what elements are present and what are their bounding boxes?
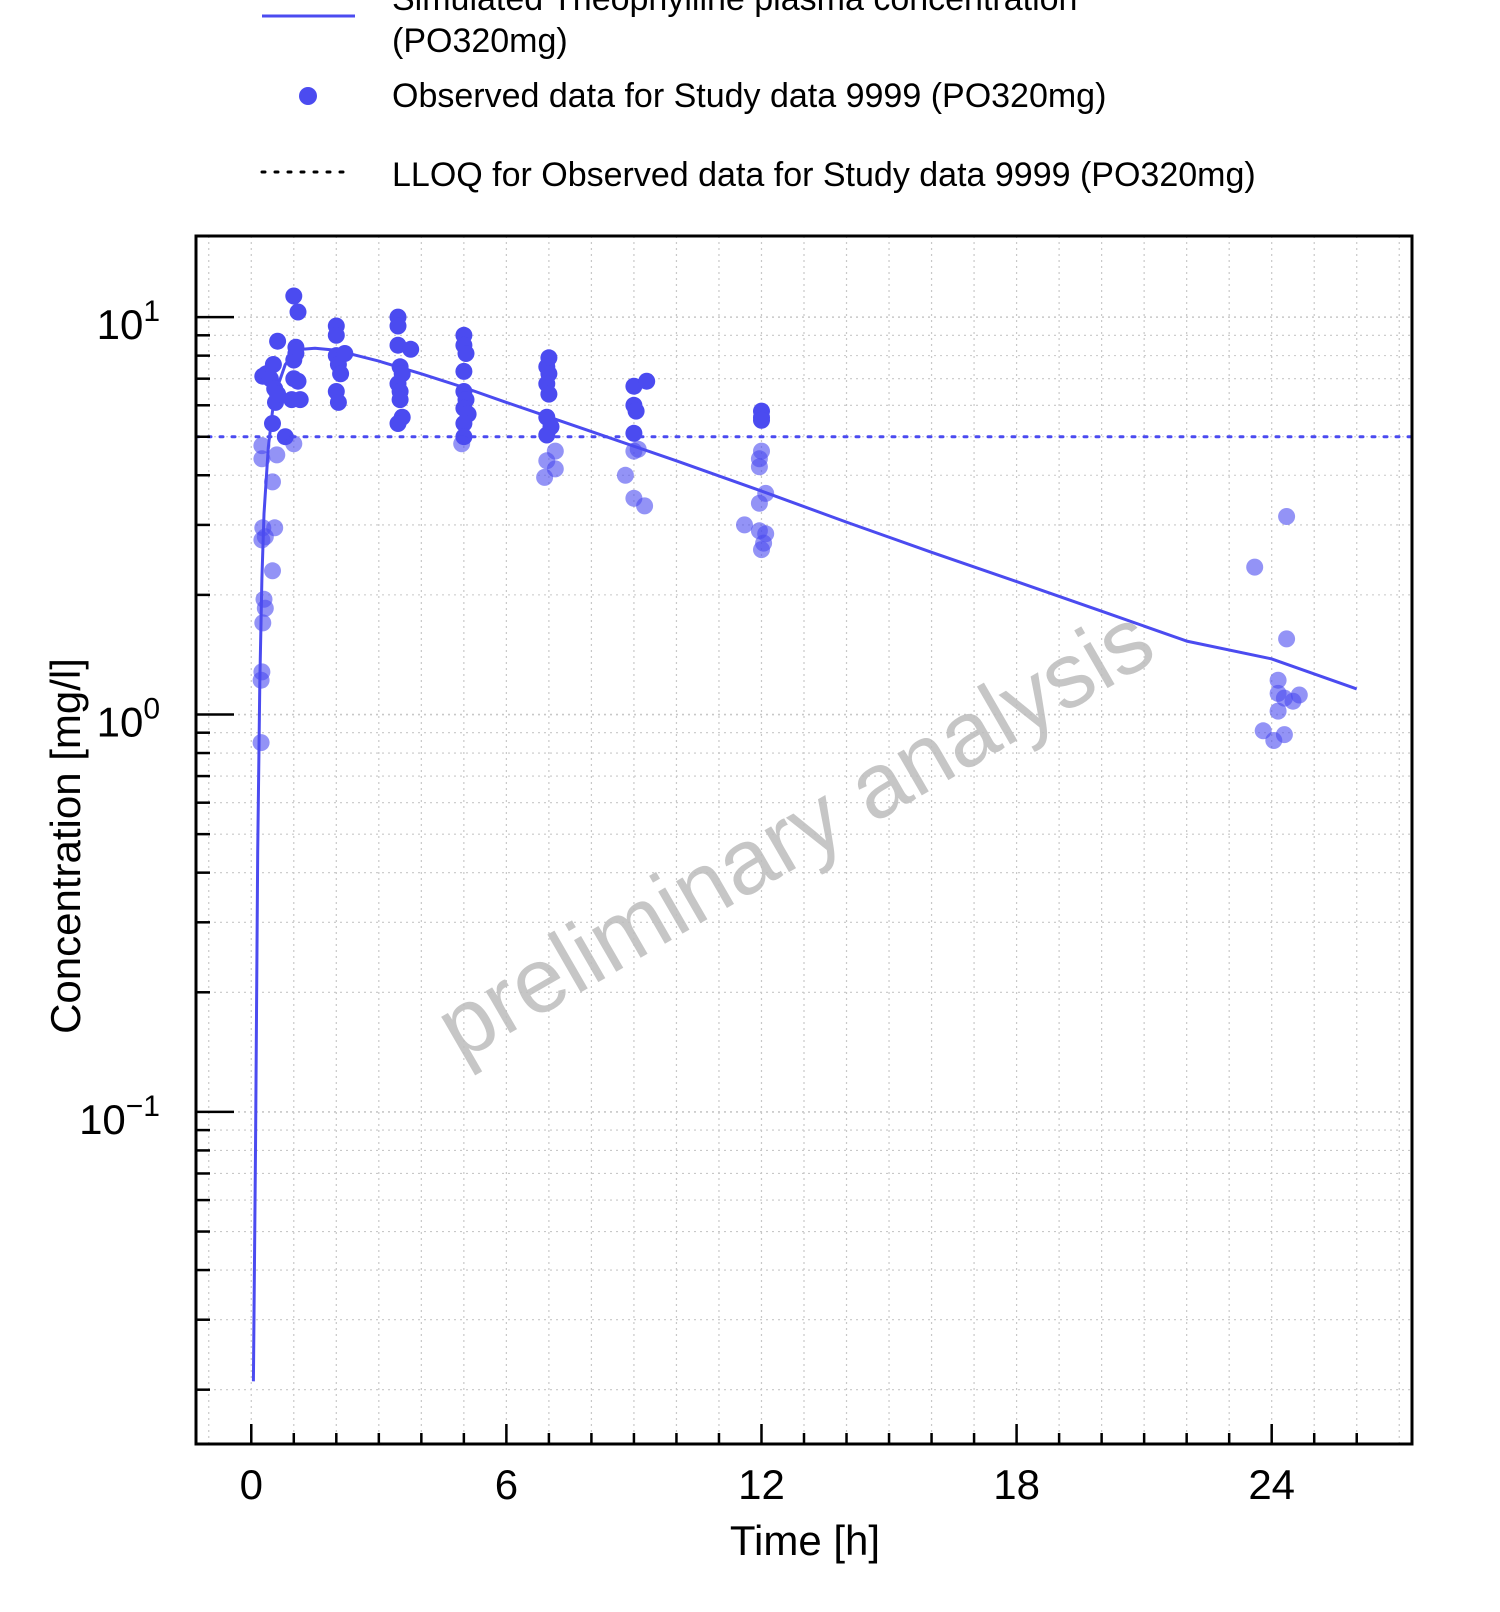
axes: 0 6 12 18 24 10−1 100 101 <box>79 234 1414 1508</box>
observed-data-point <box>1278 630 1296 648</box>
observed-data-point <box>616 466 634 484</box>
observed-data-point <box>336 345 354 362</box>
observed-data-point <box>1269 702 1287 720</box>
observed-data-point <box>1290 686 1308 704</box>
legend-label-simulated-line-2: (PO320mg) <box>392 22 568 60</box>
legend: Simulated Theophylline plasma concentrat… <box>260 0 1256 194</box>
observed-data-point <box>389 317 407 335</box>
observed-data-point <box>285 287 303 305</box>
legend-label-lloq: LLOQ for Observed data for Study data 99… <box>392 156 1256 194</box>
observed-data-point <box>389 415 407 432</box>
observed-data-point <box>285 435 303 453</box>
observed-data-point <box>287 338 305 356</box>
observed-data-point <box>750 494 768 512</box>
observed-data-point <box>1278 508 1296 525</box>
observed-data-point <box>736 516 753 534</box>
observed-data-point <box>536 468 554 486</box>
observed-data-point <box>268 446 286 464</box>
observed-data-point <box>638 372 656 390</box>
observed-data-point <box>627 402 645 420</box>
observed-data-point <box>329 393 347 411</box>
observed-data-point <box>455 362 473 380</box>
observed-data-point <box>291 391 309 409</box>
x-tick-label: 0 <box>240 1461 263 1508</box>
observed-data-point <box>540 385 558 403</box>
observed-data-point <box>453 435 471 453</box>
observed-data-point <box>289 372 307 390</box>
observed-data-point <box>264 473 281 491</box>
legend-label-simulated-line-1: Simulated Theophylline plasma concentrat… <box>392 0 1077 18</box>
observed-data-point <box>327 326 345 344</box>
observed-data-point <box>402 340 420 358</box>
observed-data-point <box>253 437 271 455</box>
observed-data-point <box>264 415 281 432</box>
observed-data-point <box>269 332 287 350</box>
observed-data-point <box>253 450 271 468</box>
observed-points-layer <box>252 287 1308 752</box>
x-tick-label: 12 <box>738 1461 785 1508</box>
observed-data-point <box>269 385 287 403</box>
y-axis-label: Concentration [mg/l] <box>42 658 89 1034</box>
observed-data-point <box>455 415 473 432</box>
y-tick-label: 100 <box>97 693 160 746</box>
observed-data-point <box>750 458 768 476</box>
legend-dot-swatch <box>299 87 317 105</box>
grid <box>196 236 1412 1444</box>
observed-data-point <box>391 391 409 409</box>
observed-data-point <box>289 303 307 321</box>
observed-data-point <box>636 497 654 515</box>
observed-data-point <box>625 424 643 442</box>
observed-data-point <box>254 614 272 632</box>
observed-data-point <box>266 519 284 537</box>
observed-data-point <box>625 377 643 395</box>
observed-data-point <box>256 599 274 617</box>
observed-data-point <box>264 356 282 373</box>
x-tick-label: 6 <box>495 1461 518 1508</box>
x-tick-label: 18 <box>993 1461 1040 1508</box>
observed-data-point <box>332 365 350 383</box>
x-axis-label: Time [h] <box>730 1517 880 1564</box>
observed-data-point <box>1246 558 1264 576</box>
observed-data-point <box>538 426 556 444</box>
observed-data-point <box>1269 671 1287 689</box>
observed-data-point <box>253 663 271 681</box>
observed-data-point <box>1275 726 1293 744</box>
observed-data-point <box>264 562 281 580</box>
legend-label-observed: Observed data for Study data 9999 (PO320… <box>392 77 1106 115</box>
observed-data-point <box>252 734 270 752</box>
y-tick-label: 10−1 <box>79 1090 160 1143</box>
observed-data-point <box>753 411 770 429</box>
y-tick-label: 101 <box>97 295 160 348</box>
observed-data-point <box>457 345 475 362</box>
observed-data-point <box>629 440 647 458</box>
observed-data-point <box>753 541 770 559</box>
x-tick-label: 24 <box>1248 1461 1295 1508</box>
